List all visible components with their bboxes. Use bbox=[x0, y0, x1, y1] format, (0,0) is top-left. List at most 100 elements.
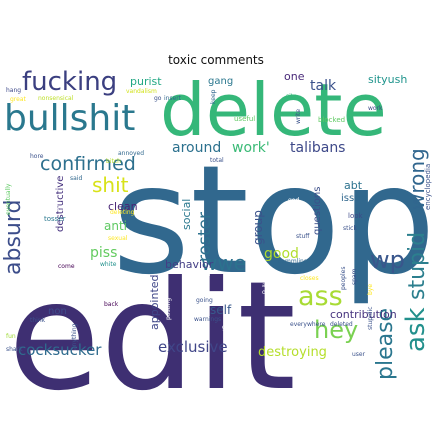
word-bitch: bitch bbox=[106, 158, 121, 165]
word-deleting: deleting bbox=[110, 209, 135, 216]
word-blocked: blocked bbox=[318, 116, 345, 124]
word-posting: posting bbox=[165, 298, 172, 320]
word-hell: hell bbox=[50, 243, 61, 250]
word-contribution: contribution bbox=[330, 308, 397, 321]
word-bye: bye bbox=[367, 284, 374, 295]
word-purist: purist bbox=[130, 75, 162, 88]
word-insert: insert bbox=[164, 95, 182, 102]
word-everywhere: everywhere bbox=[290, 321, 326, 328]
word-cocksucker: cocksucker bbox=[18, 341, 102, 359]
word-think: think bbox=[30, 317, 46, 324]
word-permanently: permanently bbox=[141, 319, 148, 358]
word-annoyed: annoyed bbox=[118, 150, 144, 157]
word-stick: stick bbox=[343, 225, 357, 232]
word-going: going bbox=[196, 297, 213, 304]
word-gonna: gonna bbox=[222, 324, 241, 331]
word-site: site bbox=[286, 93, 297, 100]
word-issue: issue bbox=[341, 193, 367, 204]
word-factual: factual bbox=[40, 253, 61, 260]
word-sityush: sityush bbox=[368, 73, 407, 86]
word-exclusive: exclusive bbox=[158, 338, 228, 356]
word-piss: piss bbox=[90, 245, 117, 261]
word-eventually: eventually bbox=[5, 183, 12, 215]
word-wrong: wrong bbox=[405, 148, 429, 210]
word-shit: shit bbox=[92, 173, 129, 197]
word-clean: clean bbox=[108, 200, 138, 213]
word-hey: hey bbox=[314, 316, 358, 344]
word-delete: delete bbox=[160, 68, 387, 152]
word-group: group bbox=[251, 210, 265, 245]
word-tosser: tosser bbox=[44, 215, 66, 223]
word-closes: closes bbox=[300, 275, 319, 282]
word-absurd: absurd bbox=[1, 200, 26, 275]
word-deleted: deleted bbox=[330, 321, 353, 328]
word-wp: wp bbox=[370, 246, 405, 274]
word-look: look bbox=[348, 212, 364, 220]
word-vandalism: vandalism bbox=[126, 88, 157, 95]
word-go: go bbox=[154, 95, 162, 102]
word-encyclopedia: encyclopedia bbox=[424, 164, 432, 210]
word-questions: questions bbox=[312, 187, 323, 235]
word-god: god bbox=[288, 197, 299, 204]
word-appointed: appointed bbox=[148, 274, 161, 330]
word-around: around bbox=[172, 140, 221, 156]
word-hang: hang bbox=[6, 87, 21, 94]
word-non: non bbox=[48, 306, 67, 317]
word-fun: fun bbox=[6, 333, 16, 340]
word-fucking: fucking bbox=[22, 67, 117, 97]
word-great: great bbox=[10, 96, 27, 103]
word-commling: commling bbox=[278, 258, 308, 265]
word-said: said bbox=[70, 175, 82, 182]
word-good: good bbox=[264, 246, 299, 262]
word-come: come bbox=[58, 263, 75, 270]
word-wwe: wwe bbox=[201, 251, 246, 275]
word-stupidic: stupidic bbox=[367, 306, 374, 330]
word-nonsensical: nonsensical bbox=[38, 95, 74, 102]
word-anything: anything bbox=[71, 323, 78, 350]
word-listen: listen bbox=[194, 271, 211, 278]
word-social: social bbox=[180, 199, 193, 230]
word-write: write bbox=[295, 109, 302, 124]
word-ass: ass bbox=[298, 281, 343, 312]
word-gang: gang bbox=[208, 76, 233, 87]
word-behavior: behavior bbox=[165, 258, 214, 271]
word-confirmed: confirmed bbox=[40, 153, 136, 175]
word-others: others bbox=[262, 289, 281, 296]
word-edit: edit bbox=[8, 250, 296, 424]
word-choice: choice bbox=[218, 241, 238, 248]
word-destructive: destructive bbox=[55, 176, 66, 232]
word-stuff: stuff bbox=[296, 233, 310, 240]
word-work-: work' bbox=[232, 140, 270, 156]
word-total: total bbox=[210, 157, 224, 164]
word-shark: shark bbox=[6, 346, 23, 353]
word-useful: useful bbox=[234, 115, 255, 123]
word-work: work bbox=[368, 105, 383, 112]
word-spam: spam bbox=[351, 268, 358, 285]
word-sexual: sexual bbox=[108, 235, 128, 242]
word-talibans: talibans bbox=[290, 140, 345, 156]
word-back: back bbox=[104, 301, 119, 308]
word-admins: admins bbox=[262, 282, 284, 289]
word-peoples: peoples bbox=[340, 267, 347, 290]
chart-title: toxic comments bbox=[168, 53, 264, 67]
word-user: user bbox=[352, 351, 366, 358]
word-stupid: stupid bbox=[405, 232, 430, 300]
word-games: games bbox=[44, 205, 64, 212]
word-abt: abt bbox=[344, 179, 363, 192]
word-anti: anti bbox=[104, 219, 127, 233]
word-hore: hore bbox=[30, 153, 44, 160]
word-talk: talk bbox=[310, 78, 337, 94]
word-destroying: destroying bbox=[258, 345, 327, 360]
word-roster: roster bbox=[195, 212, 215, 262]
word-please: please bbox=[373, 308, 398, 380]
word-stop: stop bbox=[112, 134, 432, 308]
word-one: one bbox=[284, 70, 305, 83]
word-self: self bbox=[210, 303, 232, 317]
word-white: white bbox=[100, 261, 117, 268]
word-warnings: warnings bbox=[194, 316, 221, 323]
word-keep: keep bbox=[210, 89, 217, 104]
word-bullshit: bullshit bbox=[4, 98, 135, 139]
word-ask: ask bbox=[401, 307, 431, 352]
word-man: man bbox=[278, 296, 292, 303]
